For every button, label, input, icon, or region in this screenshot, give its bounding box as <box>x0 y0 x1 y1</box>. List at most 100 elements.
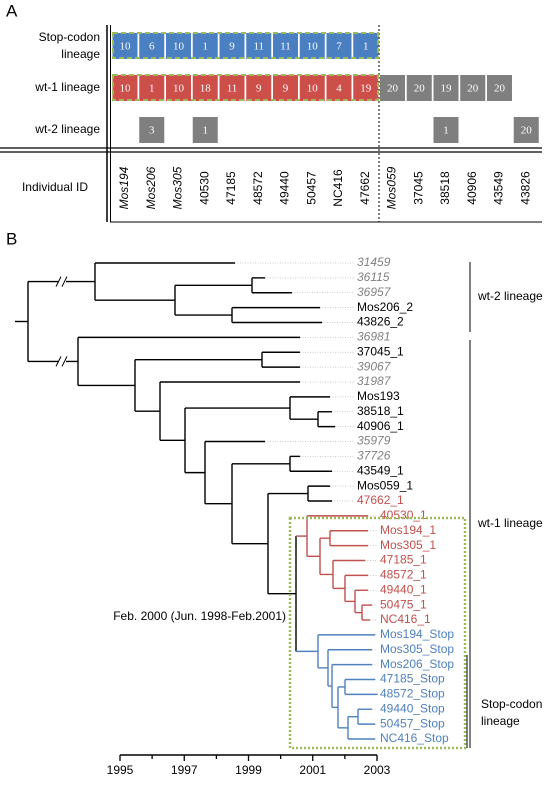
individual-id: Mos194 <box>117 166 131 209</box>
cell-value: 10 <box>307 83 319 95</box>
cell-value: 10 <box>173 83 185 95</box>
cell-value: 1 <box>363 41 369 53</box>
cell <box>166 75 191 101</box>
leaf-label: 43549_1 <box>357 463 404 477</box>
individual-id: NC416 <box>331 169 345 207</box>
individual-id: 47185 <box>224 171 238 205</box>
leaf-label: 50475_1 <box>380 597 427 611</box>
leaf-label: Mos206_2 <box>357 300 413 314</box>
clade-label: wt-1 lineage <box>477 516 543 530</box>
cell <box>433 117 459 143</box>
cell <box>273 75 298 101</box>
leaf-label: 47662_1 <box>357 493 404 507</box>
x-tick-label: 1997 <box>171 763 198 777</box>
cell <box>299 75 325 101</box>
break-mark <box>55 356 62 367</box>
cell-value: 7 <box>336 41 342 53</box>
cell-value: 4 <box>336 83 342 95</box>
cell <box>192 117 218 143</box>
cell-value: 10 <box>120 83 132 95</box>
leaf-label: 39067 <box>357 359 392 373</box>
cell <box>353 75 379 101</box>
cell-value: 11 <box>280 41 291 53</box>
leaf-label: 47185_1 <box>380 553 427 567</box>
cell <box>406 75 432 101</box>
leaf-label: 40906_1 <box>357 419 404 433</box>
individual-id: 37045 <box>411 171 425 205</box>
leaf-label: 49440_1 <box>380 582 427 596</box>
cell <box>246 33 272 59</box>
x-tick-label: 1995 <box>107 763 134 777</box>
leaf-label: 50457_Stop <box>380 716 445 730</box>
leaf-label: 48572_1 <box>380 568 427 582</box>
cell <box>192 75 218 101</box>
cell <box>353 33 379 59</box>
x-tick-label: 1999 <box>235 763 262 777</box>
cell-value: 20 <box>521 125 533 137</box>
leaf-label: 31987 <box>357 374 392 388</box>
row-label: wt-2 lineage <box>34 122 100 136</box>
cell-value: 11 <box>253 41 264 53</box>
individual-id: 43549 <box>492 171 506 205</box>
leaf-label: Mos305_Stop <box>380 642 454 656</box>
leaf-label: Mos305_1 <box>380 538 436 552</box>
cell <box>219 33 245 59</box>
row-label: lineage <box>61 47 100 61</box>
individual-id: 49440 <box>278 171 292 205</box>
cell <box>326 33 352 59</box>
cell-value: 18 <box>200 83 212 95</box>
cell <box>246 75 272 101</box>
leaf-label: 36981 <box>357 330 390 344</box>
leaf-label: Mos059_1 <box>357 478 413 492</box>
leaf-label: 43826_2 <box>357 315 404 329</box>
cell-value: 9 <box>229 41 235 53</box>
cell-value: 10 <box>307 41 319 53</box>
cell <box>380 75 405 101</box>
individual-id: 38518 <box>438 171 452 205</box>
individual-id: Mos206 <box>144 166 158 209</box>
cell <box>166 33 191 59</box>
leaf-label: 36957 <box>357 285 392 299</box>
individual-id: 48572 <box>251 171 265 205</box>
individual-id: 47662 <box>358 171 372 205</box>
cell <box>192 33 218 59</box>
cell <box>139 33 165 59</box>
break-mark <box>61 276 68 287</box>
leaf-label: Mos206_Stop <box>380 657 454 671</box>
leaf-label: NC416_1 <box>380 612 431 626</box>
highlight-box <box>288 516 467 750</box>
clade-label: Stop-codon <box>481 697 542 711</box>
time-axis: 1995 1997 1999 2001 2003 <box>107 754 391 777</box>
break-gap <box>59 356 66 367</box>
cell <box>433 75 459 101</box>
cell <box>219 75 245 101</box>
individual-id: 50457 <box>304 171 318 205</box>
leaf-label: Mos194_Stop <box>380 627 454 641</box>
cell-value: 20 <box>494 83 506 95</box>
row-label: wt-1 lineage <box>34 80 100 94</box>
cell-value: 20 <box>387 83 399 95</box>
clade-label: wt-2 lineage <box>477 289 543 303</box>
cell-value: 3 <box>149 125 155 137</box>
individual-id: Mos305 <box>171 166 185 209</box>
panel-label: A <box>6 1 18 20</box>
cell-value: 6 <box>149 41 155 53</box>
cell-value: 1 <box>149 83 155 95</box>
cell <box>273 33 298 59</box>
leaf-label: 40530_1 <box>380 508 427 522</box>
break-mark <box>55 276 62 287</box>
cell-value: 20 <box>467 83 479 95</box>
cell-value: 10 <box>173 41 185 53</box>
cell <box>139 75 165 101</box>
node-annotation: Feb. 2000 (Jun. 1998-Feb.2001) <box>113 609 286 623</box>
cell-value: 19 <box>360 83 372 95</box>
cell <box>460 75 486 101</box>
leaf-label: 38518_1 <box>357 404 404 418</box>
leaf-label: 36115 <box>357 270 390 284</box>
cell <box>513 117 539 143</box>
break-mark <box>61 356 68 367</box>
cell-value: 10 <box>120 41 132 53</box>
leaf-label: 37045_1 <box>357 344 404 358</box>
highlight-box <box>112 74 379 101</box>
cell-value: 1 <box>203 41 209 53</box>
